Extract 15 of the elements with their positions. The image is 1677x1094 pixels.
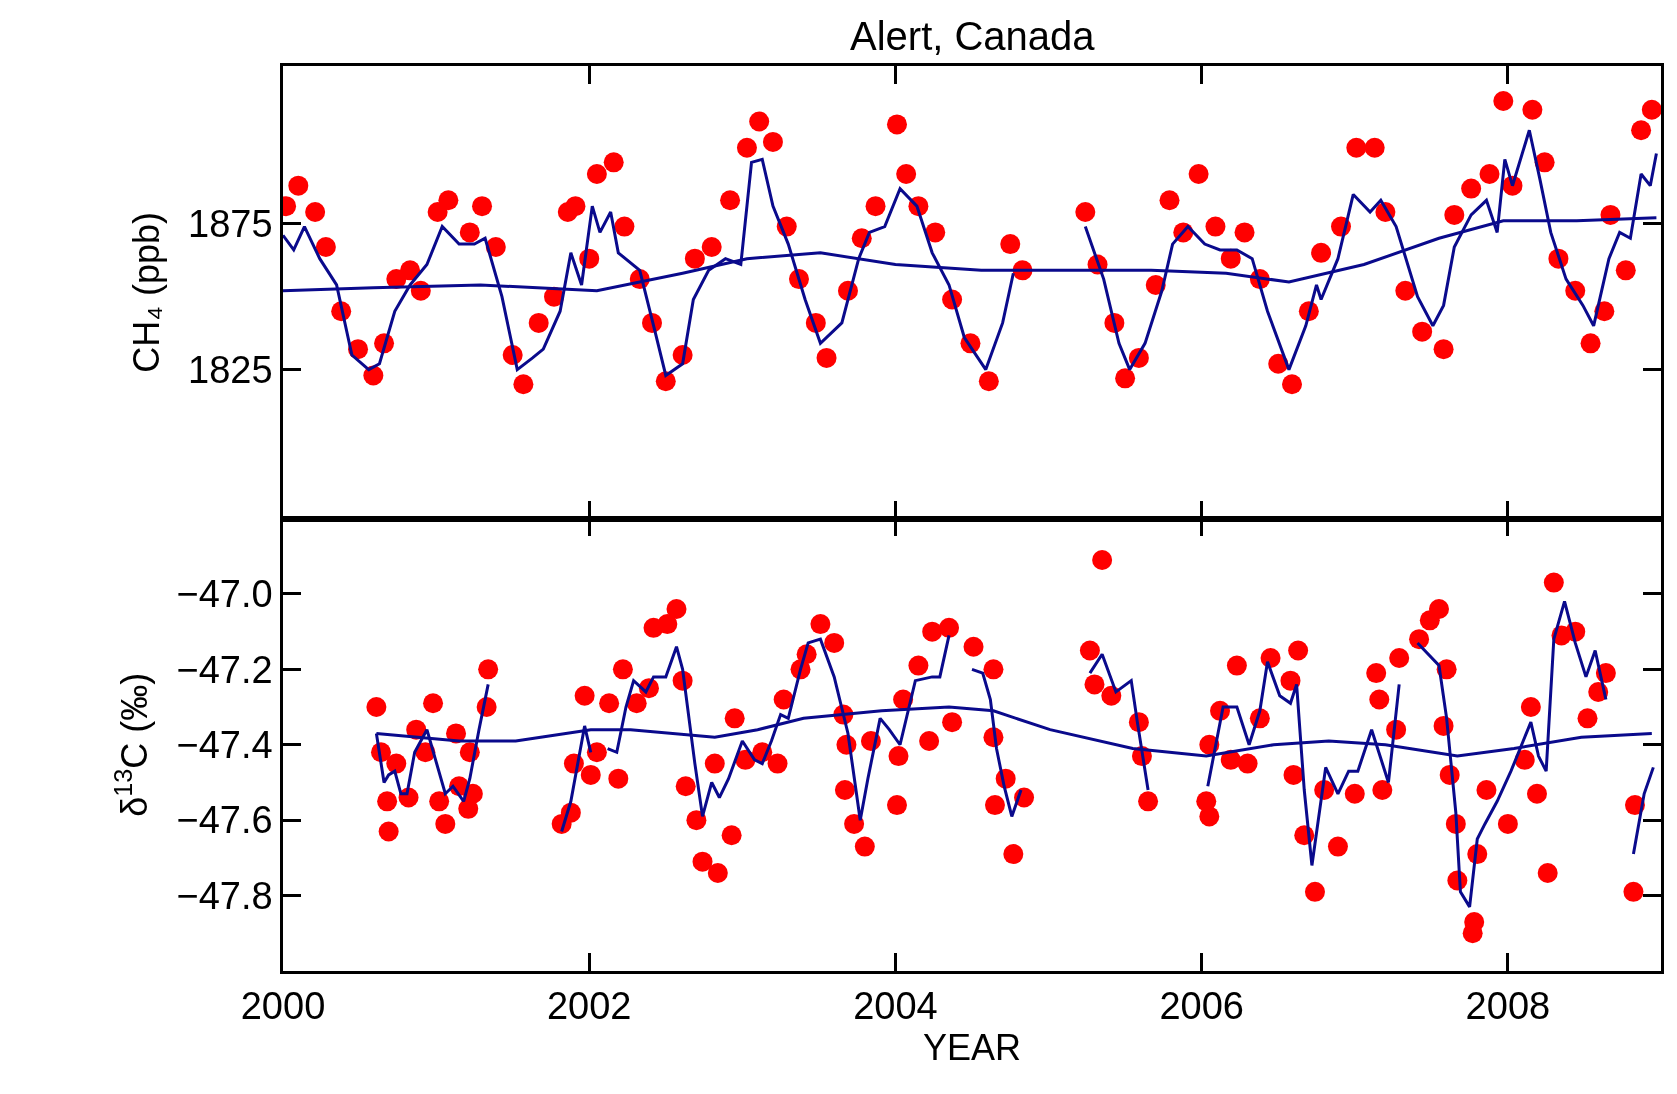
y-tick-label: −47.2 [176, 648, 273, 691]
x-axis-title: YEAR [922, 1027, 1022, 1069]
x-tick-label: 2004 [853, 985, 938, 1028]
y-tick-label: 1875 [188, 202, 273, 245]
x-tick-label: 2002 [546, 985, 632, 1028]
x-tick-label: 2008 [1465, 985, 1551, 1028]
y-axis-title: CH₄ (ppb) [126, 211, 167, 373]
x-tick-label: 2006 [1159, 985, 1244, 1028]
y-tick-label: −47.8 [176, 874, 273, 917]
x-tick-label: 2000 [240, 985, 326, 1028]
y-tick-label: 1825 [188, 348, 273, 391]
y-tick-label: −47.6 [176, 799, 273, 842]
y-tick-label: −47.4 [176, 724, 273, 767]
chart-title: Alert, Canada [850, 14, 1096, 58]
y-tick-label: −47.0 [176, 573, 273, 616]
